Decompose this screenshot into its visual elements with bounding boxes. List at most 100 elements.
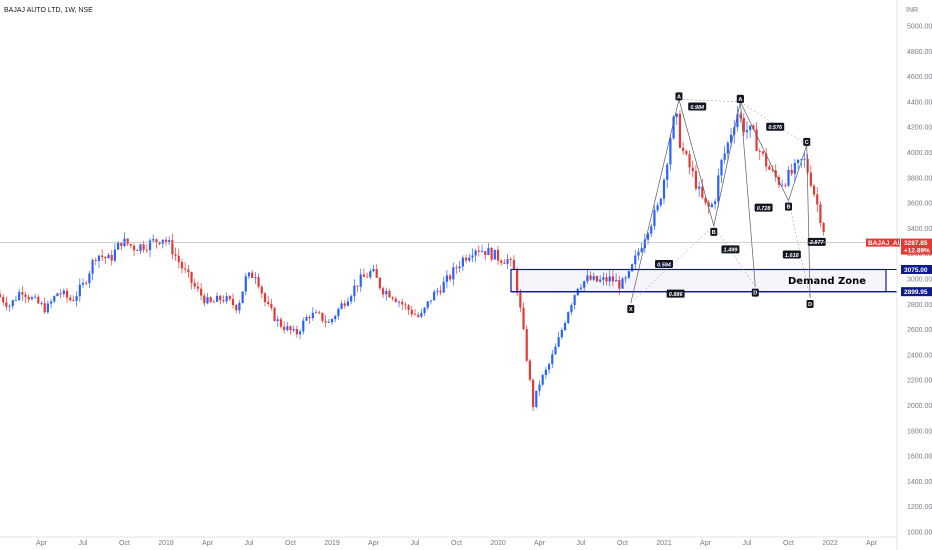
candle-down	[401, 301, 404, 305]
y-tick-label: 2200.00	[907, 378, 932, 385]
candle-down	[407, 305, 410, 310]
pattern-2-point-marker	[803, 137, 811, 146]
candle-up	[241, 291, 244, 303]
candle-down	[209, 297, 212, 302]
candle-up	[397, 301, 401, 303]
candle-down	[324, 320, 327, 323]
zone-top-tag-bg	[901, 265, 932, 275]
candle-down	[110, 254, 113, 261]
candle-down	[289, 326, 292, 331]
x-axis[interactable]: Apr Jul Oct 2018 Apr Jul Oct 2019 Apr Jul Oct 2020 A…	[36, 540, 878, 547]
candle-up	[305, 317, 308, 321]
candle-up	[468, 257, 471, 261]
pattern-2-point-marker	[736, 94, 744, 103]
candle-up	[276, 319, 279, 321]
candle-up	[56, 293, 59, 297]
pattern-2-retracement-line	[788, 200, 811, 299]
candle-up	[583, 281, 586, 288]
y-tick-label: 4400.00	[907, 99, 932, 106]
candle-down	[318, 312, 321, 314]
candle-up	[659, 198, 662, 206]
pattern-1-ratio-label: 0.984	[690, 105, 704, 111]
pattern-1-ratio-badge	[666, 289, 685, 298]
candle-up	[298, 331, 302, 335]
candle-up	[551, 354, 554, 365]
candle-down	[790, 169, 793, 174]
x-tick-label: Apr	[866, 540, 878, 547]
candle-down	[701, 186, 704, 198]
pattern-1-ratio-badge	[721, 245, 740, 254]
candle-down	[519, 292, 522, 308]
candle-down	[279, 319, 283, 327]
candle-down	[388, 290, 391, 298]
candle-up	[244, 276, 247, 292]
candle-down	[822, 222, 825, 232]
candle-up	[8, 306, 11, 307]
candle-up	[662, 179, 666, 199]
candle-down	[532, 379, 535, 407]
candle-down	[37, 296, 40, 304]
candle-up	[46, 303, 49, 313]
candle-up	[579, 287, 583, 289]
pattern-1-ratio-label: 1.499	[724, 248, 739, 254]
candle-down	[611, 276, 615, 282]
pattern-1-ratio-badge	[655, 259, 673, 268]
candle-down	[618, 280, 621, 289]
y-tick-label: 4800.00	[907, 49, 932, 56]
candle-down	[174, 254, 177, 256]
candle-up	[18, 292, 21, 301]
candle-down	[378, 277, 381, 289]
candle-down	[228, 296, 231, 299]
candle-down	[0, 294, 2, 298]
candle-down	[812, 185, 816, 195]
candle-down	[283, 326, 286, 331]
y-tick-label: 2600.00	[907, 327, 932, 334]
candle-down	[72, 300, 75, 301]
candle-up	[385, 290, 388, 295]
candle-up	[749, 125, 752, 131]
candle-down	[187, 269, 190, 273]
candlestick-series	[0, 106, 825, 412]
pattern-1-point-marker	[751, 288, 759, 297]
candle-down	[203, 295, 206, 304]
y-tick-label: 4600.00	[907, 74, 932, 81]
candle-up	[152, 239, 155, 241]
x-tick-label: Apr	[202, 540, 214, 547]
candle-down	[43, 303, 46, 313]
candle-up	[793, 162, 796, 174]
candle-up	[458, 266, 461, 269]
candle-down	[500, 260, 503, 263]
candle-up	[334, 316, 337, 320]
candle-down	[752, 125, 755, 130]
pattern-1-ratio-badge	[688, 102, 707, 111]
pattern-2-leg	[806, 144, 811, 298]
candle-down	[394, 298, 397, 302]
candle-up	[423, 307, 426, 314]
price-change-value: +12.89%	[904, 248, 930, 255]
current-price-tag: 3287.85 +12.89%	[901, 238, 932, 255]
candle-down	[682, 147, 685, 152]
candle-up	[350, 296, 353, 302]
candle-up	[608, 276, 611, 282]
pattern-2-ratio-label: 0.576	[768, 125, 783, 131]
pattern-1-ratio-label: 0.594	[657, 262, 671, 268]
x-tick-label: 2022	[822, 540, 838, 547]
y-axis[interactable]: 1000.00 1200.00 1400.00 1600.00 1800.00 2000.…	[907, 24, 932, 537]
candle-up	[573, 295, 576, 305]
candle-up	[615, 280, 618, 282]
candle-up	[161, 239, 164, 244]
candle-up	[49, 301, 53, 304]
demand-zone-label: Demand Zone	[788, 276, 866, 287]
candle-down	[605, 277, 608, 282]
candle-down	[410, 309, 413, 315]
candle-up	[34, 296, 37, 298]
x-tick-label: Oct	[617, 540, 628, 547]
candle-up	[637, 251, 640, 256]
candle-up	[736, 114, 739, 128]
candle-up	[624, 277, 627, 279]
candle-down	[707, 202, 710, 208]
candle-down	[164, 239, 168, 242]
candle-down	[190, 272, 193, 283]
pattern-1-retracement-line	[713, 225, 756, 287]
